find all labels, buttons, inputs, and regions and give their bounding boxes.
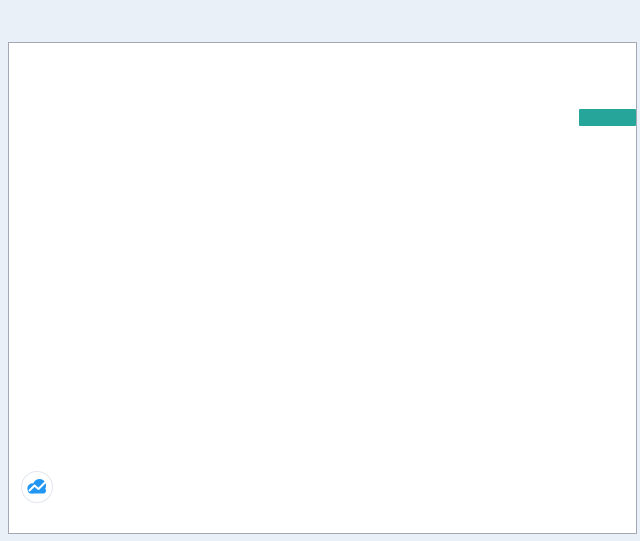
time-axis[interactable] xyxy=(9,510,636,533)
chart-canvas[interactable] xyxy=(9,43,636,533)
quote-line xyxy=(10,19,63,33)
tradingview-cloud-icon xyxy=(27,479,46,494)
chart-frame xyxy=(8,42,637,534)
last-price-badge xyxy=(579,109,636,126)
